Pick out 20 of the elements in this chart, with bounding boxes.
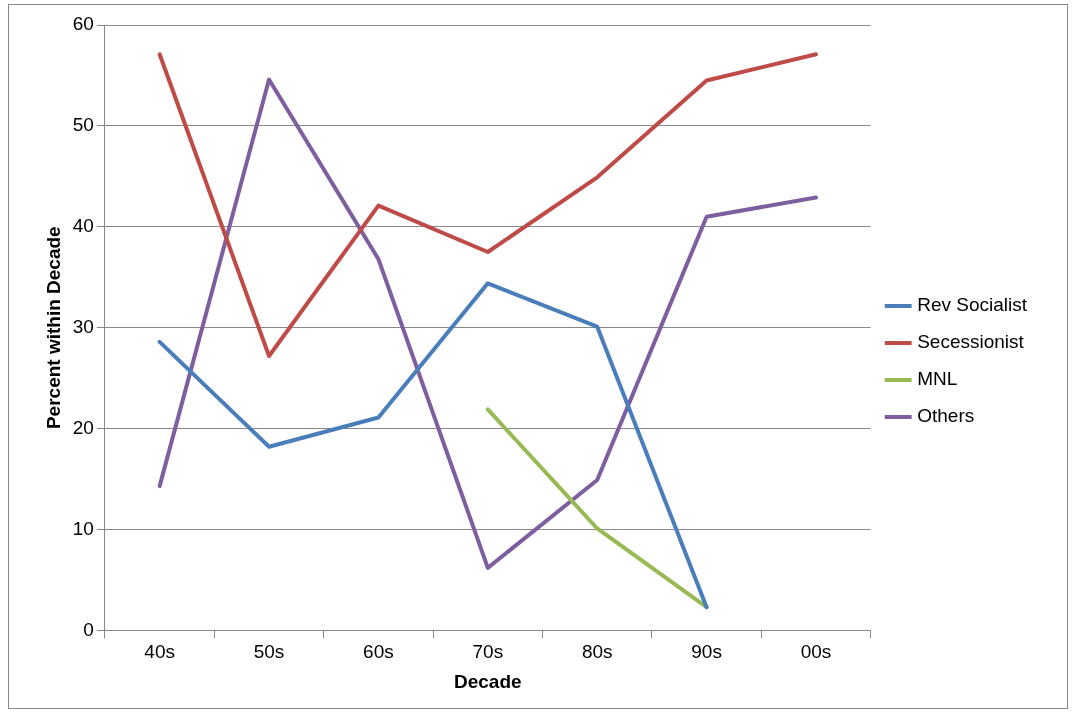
x-axis-title: Decade [454,670,522,692]
x-tick-label: 40s [144,641,175,663]
legend-label: Rev Socialist [917,294,1028,316]
x-tick-label: 70s [472,641,504,663]
x-tick-label: 80s [581,641,613,663]
y-tick-label: 40 [72,215,94,237]
x-tick-label: 90s [691,641,722,663]
legend-label: Secessionist [917,331,1025,353]
y-tick-label: 10 [72,517,94,539]
x-tick-label: 60s [363,641,394,663]
legend-label: Others [917,405,975,427]
y-axis-title: Percent within Decade [42,226,64,430]
y-tick-label: 60 [72,13,94,35]
x-tick-label: 50s [253,641,285,663]
x-tick-label: 00s [800,641,832,663]
y-tick-label: 50 [72,114,94,136]
legend-label: MNL [917,368,958,390]
y-tick-label: 0 [83,618,94,640]
y-tick-label: 30 [72,315,94,337]
y-tick-label: 20 [72,416,94,438]
